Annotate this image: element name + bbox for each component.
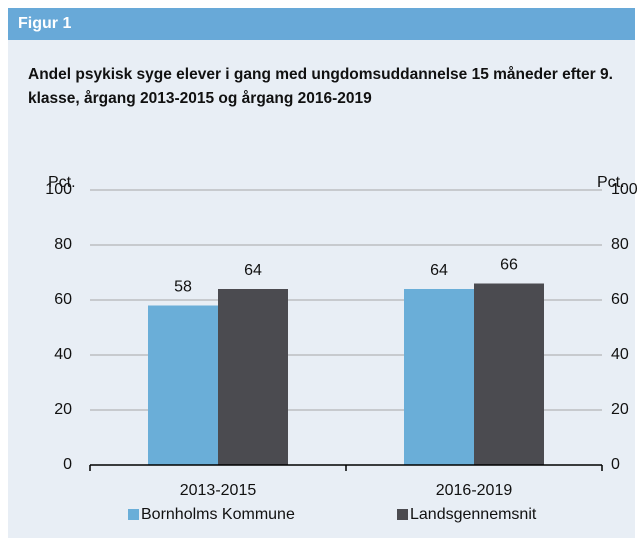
header: Figur 1 bbox=[8, 8, 635, 40]
y-tick-label: 20 bbox=[54, 401, 72, 418]
bar bbox=[148, 305, 218, 465]
legend-swatch bbox=[128, 509, 139, 520]
y2-tick-label: 80 bbox=[611, 236, 629, 253]
y2-tick-label: 0 bbox=[611, 456, 620, 473]
y-axis-label: Pct. bbox=[48, 174, 76, 191]
y2-tick-label: 100 bbox=[611, 181, 638, 198]
legend-label: Landsgennemsnit bbox=[410, 506, 537, 523]
y2-tick-label: 20 bbox=[611, 401, 629, 418]
data-label: 64 bbox=[430, 262, 448, 279]
bar bbox=[474, 283, 544, 465]
y2-axis-label: Pct. bbox=[597, 174, 625, 191]
x-tick-label: 2016-2019 bbox=[436, 482, 513, 499]
y-tick-label: 60 bbox=[54, 291, 72, 308]
x-tick-label: 2013-2015 bbox=[180, 482, 257, 499]
y-tick-label: 100 bbox=[45, 181, 72, 198]
legend-label: Bornholms Kommune bbox=[141, 506, 295, 523]
y-tick-label: 80 bbox=[54, 236, 72, 253]
y2-tick-label: 60 bbox=[611, 291, 629, 308]
bar bbox=[404, 289, 474, 465]
chart-title: Andel psykisk syge elever i gang med ung… bbox=[28, 66, 613, 107]
data-label: 64 bbox=[244, 262, 262, 279]
y2-tick-label: 40 bbox=[611, 346, 629, 363]
legend-swatch bbox=[397, 509, 408, 520]
bar bbox=[218, 289, 288, 465]
data-label: 66 bbox=[500, 257, 518, 274]
y-tick-label: 40 bbox=[54, 346, 72, 363]
data-label: 58 bbox=[174, 279, 192, 296]
y-tick-label: 0 bbox=[63, 456, 72, 473]
